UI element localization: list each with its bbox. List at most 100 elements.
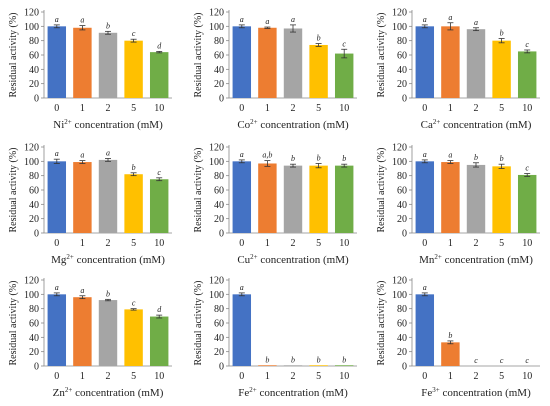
bar-2: [283, 365, 303, 366]
panel-co-2plus: 0 20 40 60 80 100 120 Residual activity (%) a 0 a 1…: [193, 8, 357, 131]
x-tick-label: 1: [448, 238, 453, 249]
ion-charge: 2+: [249, 386, 257, 394]
y-tick-label: 20: [397, 79, 407, 90]
ion-charge: 2+: [433, 118, 441, 126]
x-tick-label: 10: [339, 238, 349, 249]
ion-symbol: Mg: [51, 254, 67, 266]
x-tick-label: 10: [154, 103, 164, 114]
panel-mn-2plus: 0 20 40 60 80 100 120 Residual activity (%) a 0 a 1…: [376, 143, 540, 266]
x-tick-label: 1: [265, 238, 270, 249]
y-tick-label: 20: [214, 214, 224, 225]
x-tick-label: 5: [131, 371, 136, 382]
x-axis-label: Zn2+ concentration (mM): [53, 386, 164, 399]
significance-label: b: [474, 153, 478, 162]
y-tick-label: 100: [24, 290, 39, 301]
y-tick-label: 20: [397, 214, 407, 225]
panel-zn-2plus: 0 20 40 60 80 100 120 Residual activity (%) a 0 a 1…: [8, 276, 172, 399]
y-tick-label: 80: [29, 36, 39, 47]
x-tick-label: 2: [106, 103, 111, 114]
x-tick-label: 0: [239, 238, 244, 249]
significance-label: b: [500, 29, 504, 38]
significance-label: a: [474, 18, 478, 27]
bar-2: [98, 32, 118, 98]
y-tick-label: 0: [219, 94, 224, 105]
bar-1: [441, 162, 460, 233]
bar-1: [258, 27, 277, 99]
panel-cu-2plus: 0 20 40 60 80 100 120 Residual activity (%) a 0 a,…: [193, 143, 357, 266]
y-tick-label: 60: [214, 51, 224, 62]
bar-10: [149, 316, 169, 366]
x-tick-label: 1: [448, 371, 453, 382]
x-tick-label: 0: [422, 371, 427, 382]
ion-symbol: Fe: [421, 387, 432, 399]
x-tick-label: 10: [154, 371, 164, 382]
y-tick-label: 0: [402, 94, 407, 105]
x-tick-label: 1: [80, 103, 85, 114]
panel-ni-2plus: 0 20 40 60 80 100 120 Residual activity (%) a 0 a 1…: [8, 8, 172, 131]
y-tick-label: 120: [24, 143, 39, 154]
x-tick-label: 2: [291, 238, 296, 249]
significance-label: c: [474, 356, 478, 365]
significance-label: a: [291, 15, 295, 24]
bar-2: [283, 28, 303, 98]
x-axis-label: Co2+ concentration (mM): [237, 118, 349, 131]
significance-label: a: [423, 283, 427, 292]
x-axis-label: Fe2+ concentration (mM): [238, 386, 348, 399]
y-tick-label: 120: [392, 143, 407, 154]
bar-2: [98, 300, 118, 366]
x-tick-label: 10: [154, 238, 164, 249]
significance-label: a: [265, 17, 269, 26]
ion-symbol: Fe: [238, 387, 249, 399]
bar-5: [124, 174, 143, 233]
ion-charge: 2+: [250, 253, 258, 261]
x-tick-label: 0: [239, 371, 244, 382]
bar-2: [98, 159, 118, 233]
bar-10: [334, 165, 354, 233]
y-tick-label: 80: [214, 36, 224, 47]
x-tick-label: 2: [474, 238, 479, 249]
significance-label: b: [317, 355, 321, 364]
significance-label: b: [291, 355, 295, 364]
y-tick-label: 20: [214, 79, 224, 90]
label-suffix: concentration (mM): [442, 254, 533, 266]
x-tick-label: 5: [499, 238, 504, 249]
bar-10: [334, 53, 354, 98]
x-tick-label: 2: [106, 371, 111, 382]
bar-10: [334, 365, 354, 366]
bar-10: [149, 52, 169, 98]
bar-1: [73, 297, 92, 366]
x-axis-label: Fe3+ concentration (mM): [421, 386, 531, 399]
x-tick-label: 1: [448, 103, 453, 114]
bar-2: [466, 29, 486, 99]
y-tick-label: 120: [209, 143, 224, 154]
bar-10: [517, 51, 537, 98]
significance-label: a: [80, 151, 84, 160]
bar-1: [441, 26, 460, 98]
panel-ca-2plus: 0 20 40 60 80 100 120 Residual activity (%) a 0 a 1…: [376, 8, 540, 131]
panel-fe-3plus: 0 20 40 60 80 100 120 Residual activity (%) a 0 b 1…: [376, 276, 540, 399]
x-axis-label: Ni2+ concentration (mM): [53, 118, 163, 131]
x-tick-label: 0: [54, 371, 59, 382]
significance-label: c: [525, 356, 529, 365]
bar-0: [232, 294, 252, 366]
significance-label: c: [342, 39, 346, 48]
y-tick-label: 80: [29, 171, 39, 182]
x-tick-label: 1: [265, 371, 270, 382]
y-tick-label: 100: [209, 157, 224, 168]
y-tick-label: 60: [214, 319, 224, 330]
y-tick-label: 0: [402, 362, 407, 373]
y-tick-label: 80: [214, 171, 224, 182]
bar-1: [258, 163, 277, 233]
significance-label: a: [55, 149, 59, 158]
significance-label: b: [500, 154, 504, 163]
ion-symbol: Ca: [421, 119, 433, 131]
y-tick-label: 100: [392, 157, 407, 168]
y-tick-label: 0: [34, 229, 39, 240]
y-tick-label: 40: [29, 333, 39, 344]
y-tick-label: 60: [29, 51, 39, 62]
y-axis-label: Residual activity (%): [193, 13, 204, 98]
bar-5: [309, 44, 328, 98]
label-suffix: concentration (mM): [72, 387, 163, 399]
y-tick-label: 20: [397, 347, 407, 358]
y-axis-label: Residual activity (%): [8, 281, 19, 366]
